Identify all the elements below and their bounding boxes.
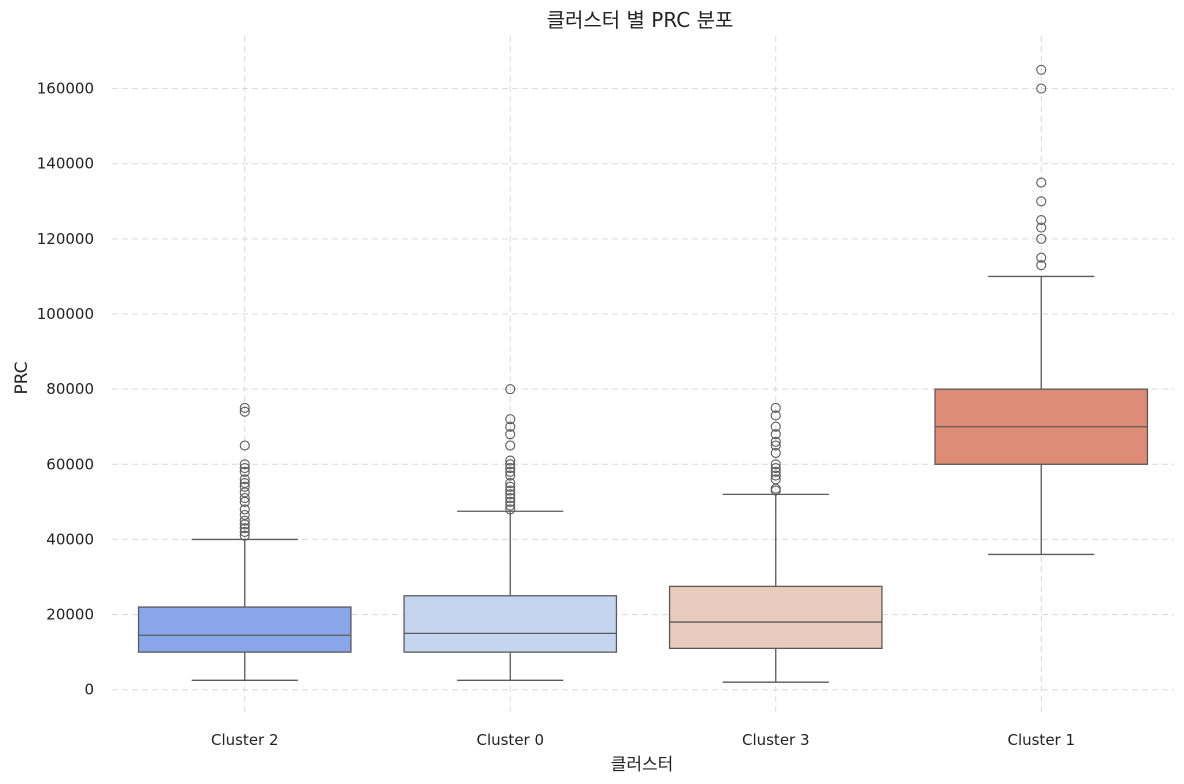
outlier-point bbox=[505, 485, 516, 496]
outlier-point bbox=[239, 406, 250, 417]
outlier-point bbox=[770, 466, 781, 477]
x-tick-labels: Cluster 2 Cluster 0 Cluster 3 Cluster 1 bbox=[211, 731, 1075, 749]
y-tick-label: 120000 bbox=[37, 230, 94, 248]
y-axis-label: PRC bbox=[12, 361, 32, 394]
outlier-point bbox=[770, 447, 781, 459]
outlier-point bbox=[770, 436, 781, 447]
outlier-point bbox=[770, 402, 781, 413]
outlier-point bbox=[1036, 233, 1047, 244]
outlier-point bbox=[1036, 64, 1047, 75]
outlier-point bbox=[505, 478, 516, 489]
y-tick-label: 160000 bbox=[37, 80, 94, 98]
y-tick-label: 100000 bbox=[37, 305, 94, 323]
boxes-layer bbox=[137, 64, 1149, 683]
outlier-point bbox=[505, 489, 516, 500]
y-tick-label: 40000 bbox=[46, 530, 94, 548]
box-group bbox=[403, 384, 618, 681]
outlier-point bbox=[239, 493, 250, 504]
outlier-point bbox=[239, 474, 250, 485]
outlier-point bbox=[239, 523, 250, 534]
outlier-point bbox=[770, 440, 781, 451]
y-tick-label: 0 bbox=[84, 681, 94, 699]
x-tick-label: Cluster 3 bbox=[742, 731, 810, 749]
y-tick-label: 140000 bbox=[37, 155, 94, 173]
outlier-point bbox=[505, 462, 516, 474]
iqr-box bbox=[668, 585, 883, 650]
x-tick-label: Cluster 0 bbox=[476, 731, 544, 749]
outlier-point bbox=[239, 481, 250, 492]
outlier-point bbox=[239, 459, 250, 470]
outlier-point bbox=[1036, 196, 1047, 207]
outlier-point bbox=[239, 509, 250, 521]
iqr-box bbox=[137, 606, 352, 653]
x-tick-label: Cluster 2 bbox=[211, 731, 279, 749]
outlier-point bbox=[505, 500, 516, 511]
outlier-point bbox=[505, 459, 516, 470]
outlier-point bbox=[505, 504, 516, 515]
outlier-point bbox=[239, 530, 250, 541]
outlier-point bbox=[239, 478, 250, 489]
iqr-box bbox=[403, 595, 618, 653]
outlier-point bbox=[770, 462, 781, 474]
outlier-point bbox=[770, 459, 781, 470]
box-group bbox=[137, 402, 352, 681]
outlier-point bbox=[505, 466, 516, 477]
outlier-point bbox=[505, 481, 516, 492]
outlier-point bbox=[239, 504, 250, 515]
outlier-point bbox=[505, 421, 516, 432]
outlier-point bbox=[505, 384, 516, 395]
outlier-point bbox=[505, 429, 516, 440]
chart-title: 클러스터 별 PRC 분포 bbox=[547, 8, 734, 32]
outlier-point bbox=[505, 455, 516, 466]
y-tick-labels: 0 20000 40000 60000 80000 100000 120000 140000 1… bbox=[37, 80, 94, 699]
outlier-point bbox=[1036, 177, 1047, 188]
outlier-point bbox=[770, 474, 781, 485]
outlier-point bbox=[505, 414, 516, 425]
outlier-point bbox=[239, 462, 250, 474]
outlier-point bbox=[1036, 215, 1047, 226]
x-axis-label: 클러스터 bbox=[611, 755, 674, 775]
outlier-point bbox=[770, 410, 781, 421]
outlier-point bbox=[1036, 83, 1047, 94]
outlier-point bbox=[505, 440, 516, 451]
outlier-point bbox=[770, 470, 781, 481]
outlier-point bbox=[239, 402, 250, 413]
y-tick-label: 80000 bbox=[46, 380, 94, 398]
outlier-point bbox=[1036, 222, 1047, 233]
x-tick-label: Cluster 1 bbox=[1007, 731, 1075, 749]
y-tick-label: 20000 bbox=[46, 606, 94, 624]
box-group bbox=[668, 402, 883, 683]
box-group bbox=[934, 64, 1149, 556]
outlier-point bbox=[1036, 252, 1047, 263]
outlier-point bbox=[1036, 260, 1047, 271]
outlier-point bbox=[239, 466, 250, 477]
outlier-point bbox=[239, 515, 250, 526]
outlier-point bbox=[505, 496, 516, 507]
outlier-point bbox=[239, 440, 250, 451]
outlier-point bbox=[770, 429, 781, 440]
y-tick-label: 60000 bbox=[46, 455, 94, 473]
outlier-point bbox=[505, 470, 516, 481]
outlier-point bbox=[239, 526, 250, 537]
outlier-point bbox=[770, 421, 781, 432]
outlier-point bbox=[505, 493, 516, 504]
